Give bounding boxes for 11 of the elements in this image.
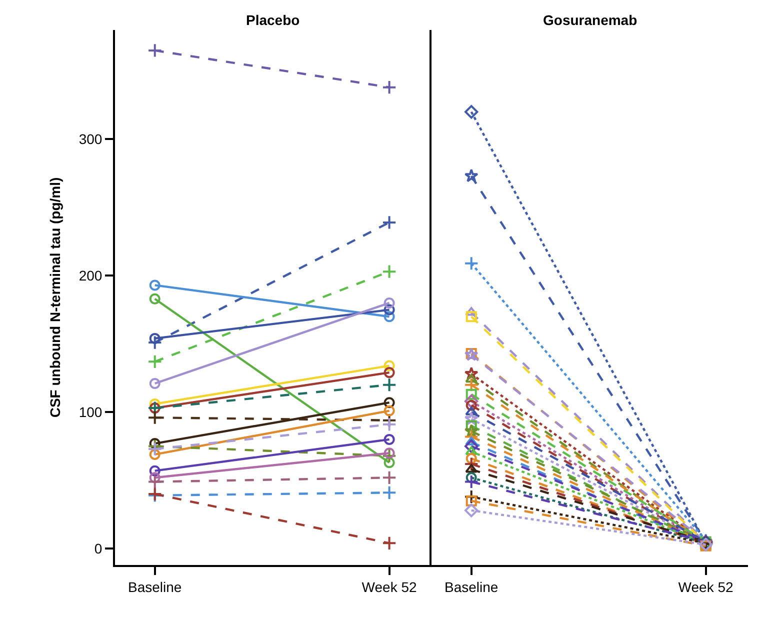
chart-title: Gosuranemab (543, 12, 638, 28)
x-tick-label: Week 52 (362, 578, 418, 595)
y-tick-label: 100 (78, 404, 102, 420)
y-tick-label: 0 (94, 540, 102, 557)
x-tick-label: Week 52 (678, 578, 734, 595)
y-tick-label: 200 (78, 268, 102, 284)
chart-title: Placebo (246, 12, 300, 28)
x-tick-label: Baseline (444, 578, 498, 595)
y-axis-title: CSF unbound N-terminal tau (pg/ml) (46, 177, 63, 418)
y-tick-label: 300 (78, 131, 102, 148)
x-tick-label: Baseline (128, 578, 182, 595)
